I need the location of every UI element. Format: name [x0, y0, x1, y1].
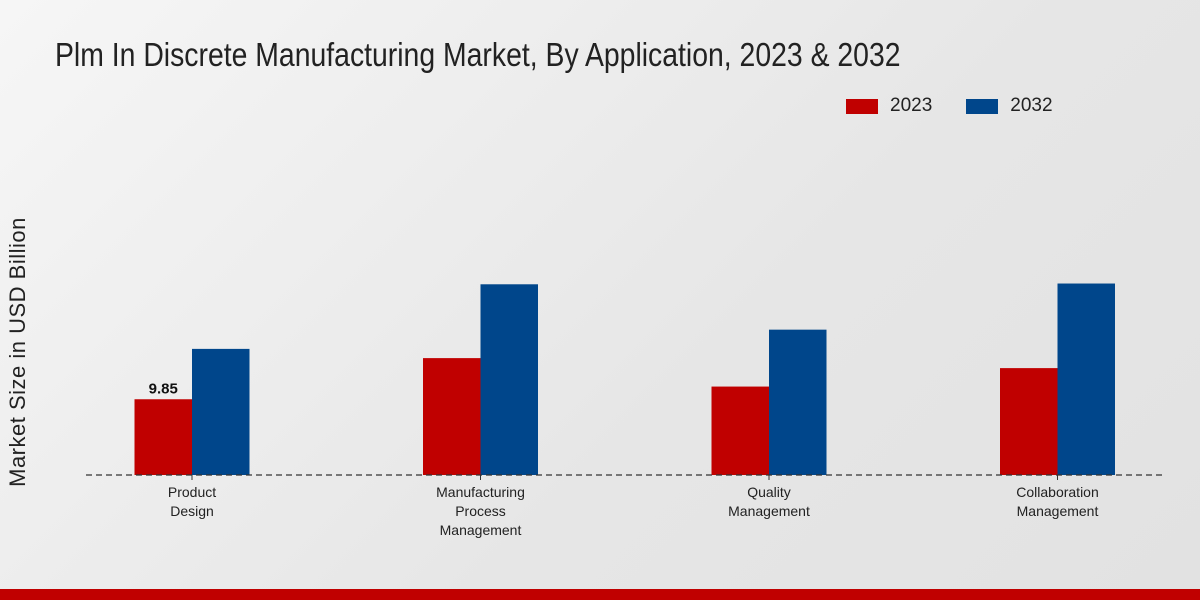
legend-item-2032: 2032	[966, 95, 1053, 117]
x-tick-label-2: Management	[728, 503, 810, 519]
x-tick-label-0: Product	[168, 484, 216, 500]
x-tick-label-0: Design	[170, 503, 214, 519]
bar-2023-1	[423, 358, 481, 475]
x-tick-label-1: Manufacturing	[436, 484, 525, 500]
legend-label-2023: 2023	[890, 95, 933, 116]
legend: 2023 2032	[846, 95, 1087, 117]
data-label: 9.85	[149, 380, 178, 397]
bar-2023-0	[134, 399, 192, 475]
bar-2032-3	[1057, 283, 1115, 475]
x-tick-label-3: Collaboration	[1016, 484, 1099, 500]
legend-swatch-2023	[846, 98, 878, 114]
chart-title: Plm In Discrete Manufacturing Market, By…	[55, 36, 901, 73]
x-tick-label-3: Management	[1017, 503, 1099, 519]
bottom-accent-bar	[0, 589, 1200, 600]
legend-label-2032: 2032	[1010, 95, 1053, 116]
bar-2032-1	[480, 284, 538, 475]
x-tick-label-1: Process	[455, 503, 506, 519]
bar-2032-2	[769, 329, 827, 475]
x-tick-label-2: Quality	[747, 484, 791, 500]
legend-swatch-2032	[966, 98, 999, 114]
x-tick-label-1: Management	[440, 522, 522, 538]
legend-item-2023: 2023	[846, 95, 932, 117]
bar-2032-0	[192, 348, 250, 475]
bar-2023-3	[1000, 368, 1058, 475]
bar-2023-2	[711, 386, 769, 475]
